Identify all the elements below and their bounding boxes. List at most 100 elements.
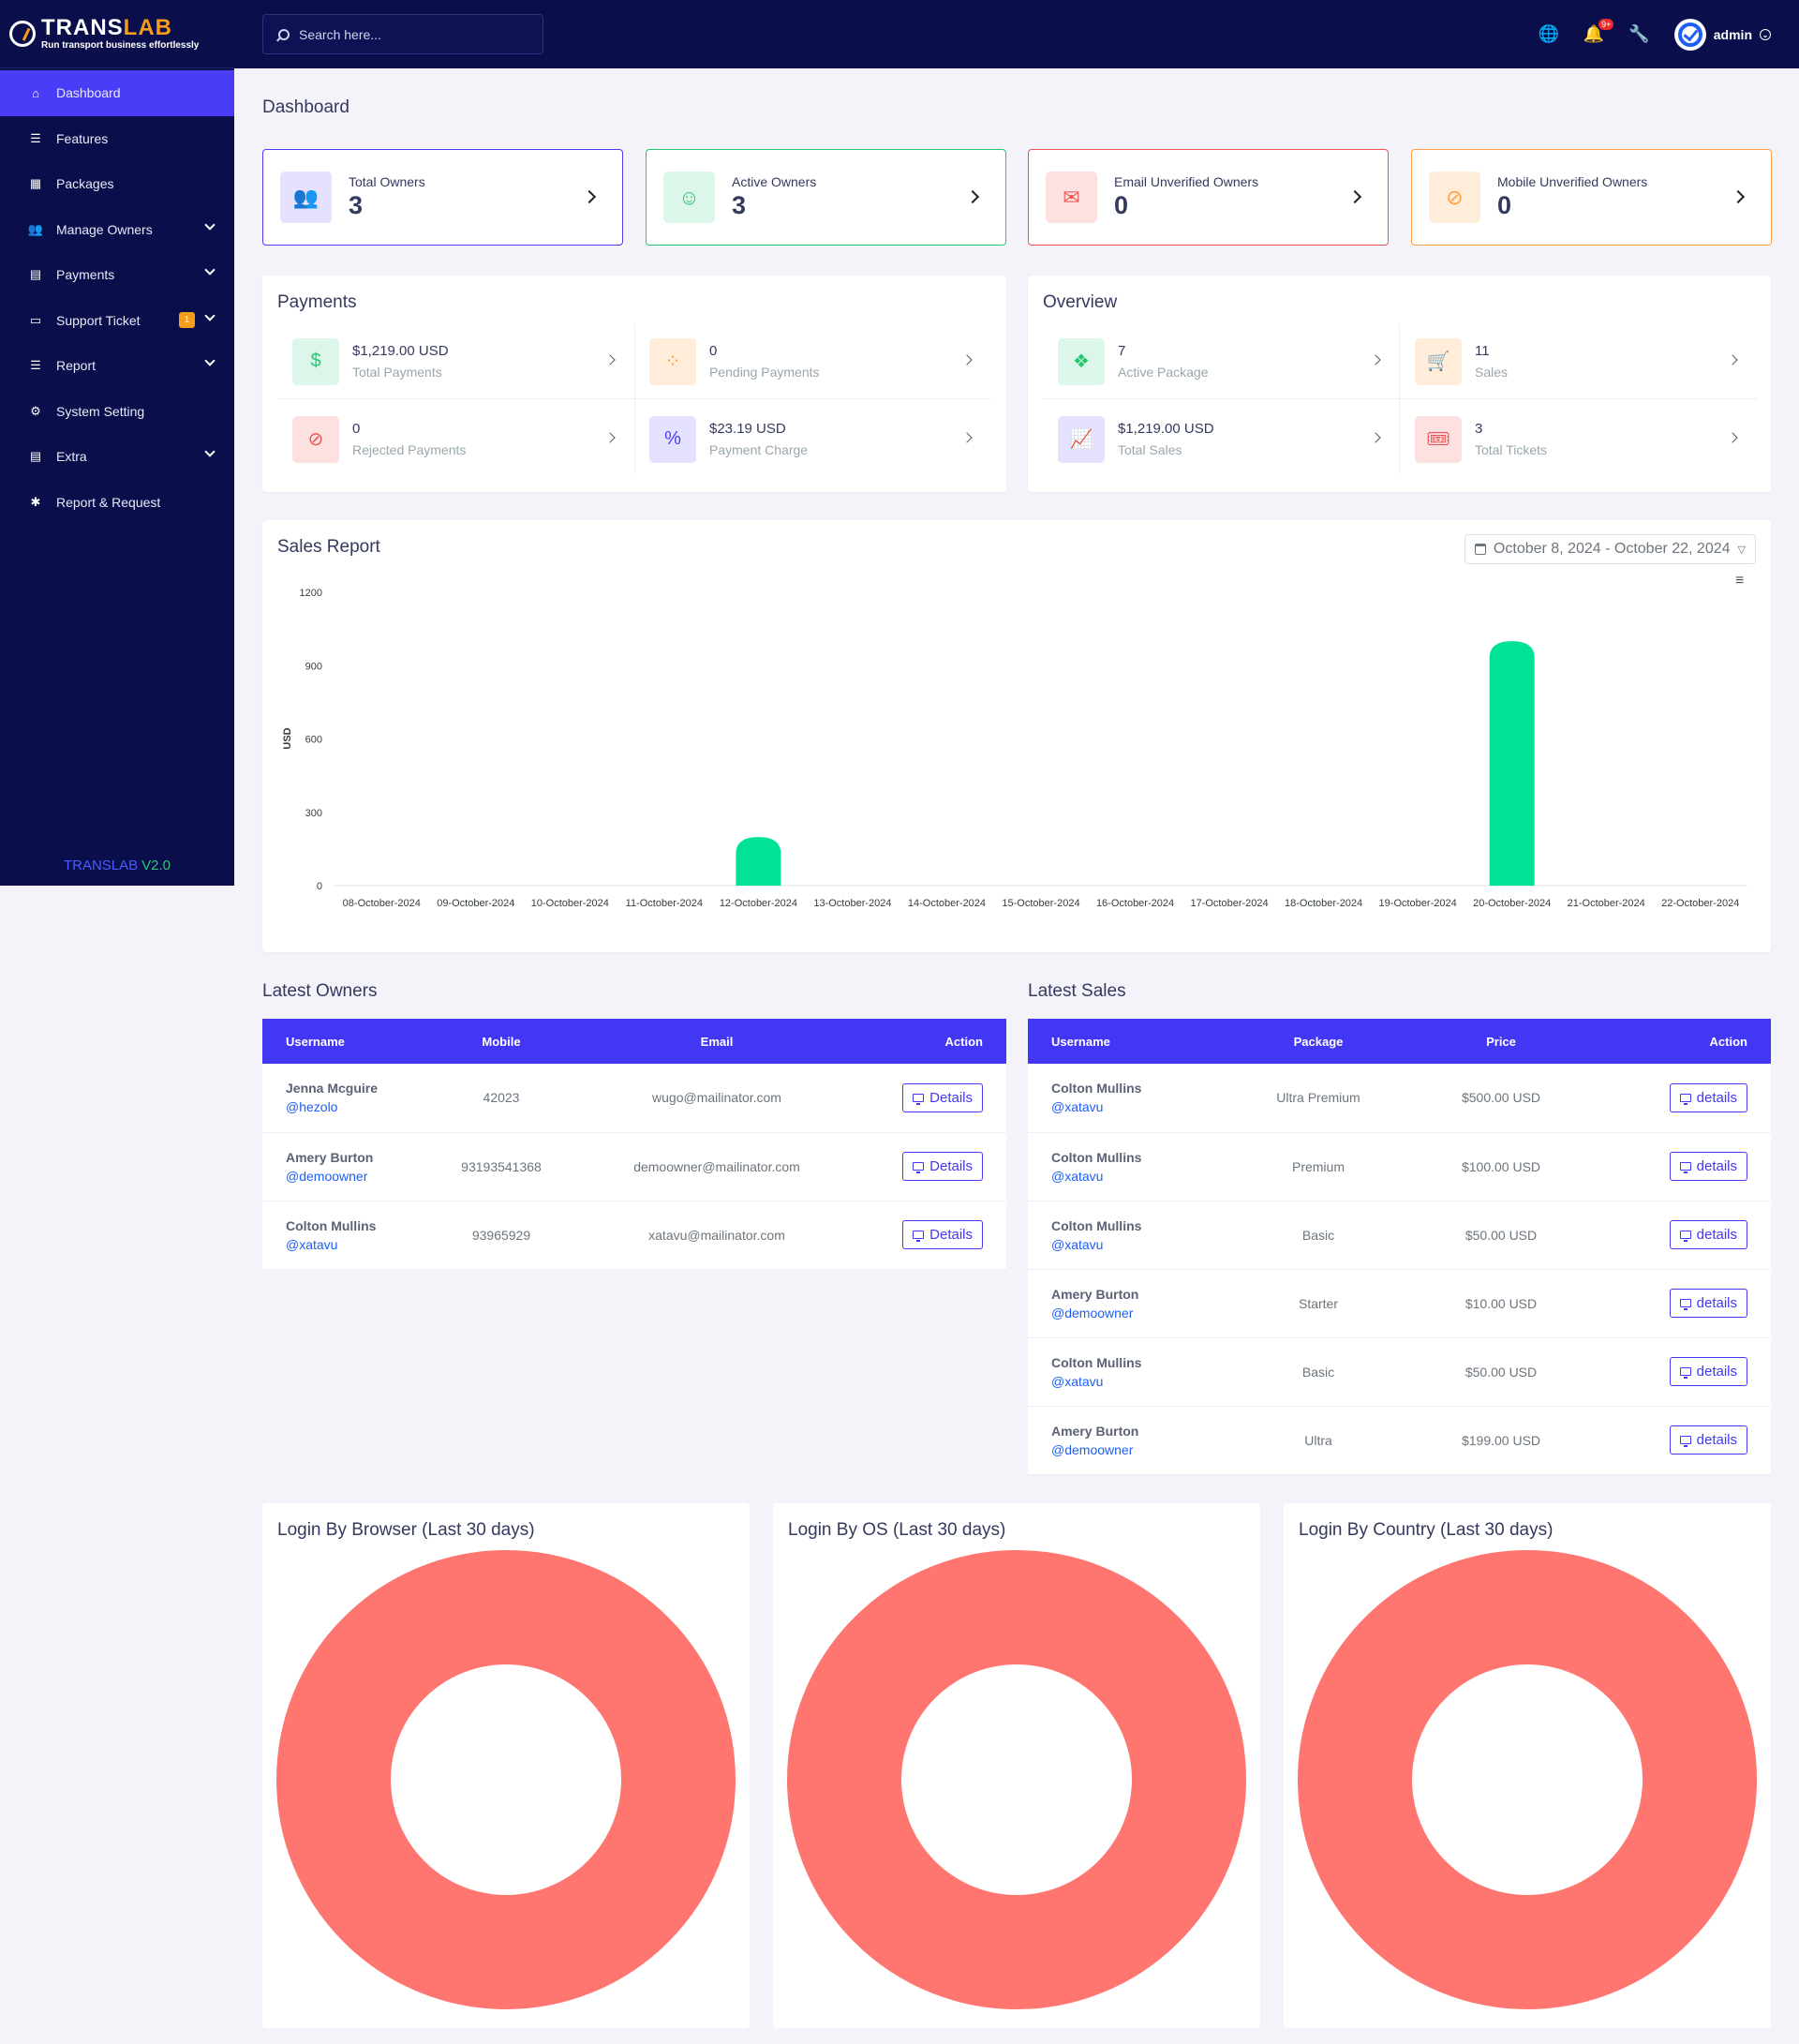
details-button[interactable]: details bbox=[1669, 1220, 1747, 1249]
monitor-icon bbox=[1679, 1162, 1691, 1173]
latest-sales-table: Username Package Price Action Colton Mul… bbox=[1028, 1019, 1771, 1475]
details-button-label: details bbox=[1696, 1432, 1737, 1448]
chevron-right-icon bbox=[1347, 189, 1362, 204]
payments-item-pending-payments[interactable]: ⁘ 0 Pending Payments bbox=[649, 322, 991, 400]
table-row: Colton Mullins @xatavu Ultra Premium $500.0… bbox=[1028, 1064, 1771, 1132]
sidebar-item-report[interactable]: ☰ Report bbox=[0, 343, 234, 389]
row-mobile: 93193541368 bbox=[461, 1158, 542, 1174]
item-label: Sales bbox=[1475, 365, 1509, 380]
payments-panel: Payments $ $1,219.00 USD Total Payments ⁘ 0 P… bbox=[262, 276, 1006, 492]
brand-logo[interactable]: TRANSLAB Run transport business effortle… bbox=[0, 0, 234, 68]
details-button[interactable]: Details bbox=[902, 1220, 983, 1249]
sales-report-title: Sales Report bbox=[277, 537, 380, 557]
sidebar-item-report-request[interactable]: ✱ Report & Request bbox=[0, 480, 234, 526]
overview-item-total-tickets[interactable]: 🎟 3 Total Tickets bbox=[1415, 400, 1757, 478]
item-label: Payment Charge bbox=[709, 442, 809, 457]
x-tick-label: 20-October-2024 bbox=[1473, 898, 1551, 909]
row-handle[interactable]: @hezolo bbox=[286, 1099, 338, 1115]
row-handle[interactable]: @xatavu bbox=[1051, 1373, 1104, 1389]
payments-item-rejected-payments[interactable]: ⊘ 0 Rejected Payments bbox=[292, 400, 634, 478]
logo-icon bbox=[9, 21, 36, 47]
overview-item-active-package[interactable]: ❖ 7 Active Package bbox=[1058, 322, 1400, 400]
stat-card-active-owners[interactable]: ☺ Active Owners 3 bbox=[646, 149, 1006, 246]
bell-icon[interactable]: 🔔 9+ bbox=[1583, 19, 1614, 44]
x-tick-label: 21-October-2024 bbox=[1568, 898, 1645, 909]
details-button-label: details bbox=[1696, 1364, 1737, 1380]
sidebar-item-support-ticket[interactable]: ▭ Support Ticket 1 bbox=[0, 298, 234, 344]
search-input[interactable] bbox=[299, 26, 524, 42]
search-box[interactable] bbox=[262, 14, 543, 54]
row-email: demoowner@mailinator.com bbox=[633, 1158, 800, 1174]
row-handle[interactable]: @xatavu bbox=[1051, 1236, 1104, 1252]
row-handle[interactable]: @demoowner bbox=[286, 1168, 368, 1184]
date-range-picker[interactable]: October 8, 2024 - October 22, 2024 ▽ bbox=[1464, 534, 1756, 564]
chevron-down-icon bbox=[204, 355, 216, 366]
stat-card-total-owners[interactable]: 👥 Total Owners 3 bbox=[262, 149, 623, 246]
item-value: $23.19 USD bbox=[709, 421, 786, 437]
row-username: Amery Burton bbox=[1051, 1423, 1139, 1439]
bar[interactable] bbox=[736, 837, 781, 886]
row-username: Colton Mullins bbox=[1051, 1149, 1142, 1165]
ticket-count-badge: 1 bbox=[179, 311, 195, 328]
chevron-right-icon bbox=[1727, 432, 1738, 443]
sidebar-item-packages[interactable]: ▦ Packages bbox=[0, 161, 234, 207]
row-handle[interactable]: @xatavu bbox=[1051, 1168, 1104, 1184]
donut-slice[interactable] bbox=[276, 1550, 736, 2009]
home-icon: ⌂ bbox=[32, 85, 39, 100]
sidebar-item-payments[interactable]: ▤ Payments bbox=[0, 252, 234, 298]
details-button[interactable]: details bbox=[1669, 1152, 1747, 1181]
bar[interactable] bbox=[1489, 641, 1535, 886]
sales-bar-chart: 0 300 600 900 1200 USD 08-October-2024 09-Octob… bbox=[282, 588, 1747, 909]
sidebar-item-system-setting[interactable]: ⚙ System Setting bbox=[0, 389, 234, 435]
details-button[interactable]: Details bbox=[902, 1082, 983, 1112]
wrench-icon[interactable]: 🔧 bbox=[1628, 24, 1650, 43]
stat-value: 3 bbox=[349, 191, 364, 219]
monitor-icon bbox=[1679, 1299, 1691, 1310]
details-button[interactable]: details bbox=[1669, 1357, 1747, 1386]
sidebar-item-label: System Setting bbox=[56, 403, 145, 419]
donut-chart bbox=[276, 1550, 736, 2009]
x-tick-label: 15-October-2024 bbox=[1002, 898, 1079, 909]
sidebar-item-dashboard[interactable]: ⌂ Dashboard bbox=[0, 70, 234, 116]
details-button[interactable]: details bbox=[1669, 1425, 1747, 1455]
item-label: Rejected Payments bbox=[352, 442, 467, 457]
details-button-label: details bbox=[1696, 1227, 1737, 1243]
globe-icon[interactable]: 🌐 bbox=[1538, 24, 1559, 43]
row-handle[interactable]: @xatavu bbox=[286, 1236, 338, 1252]
stat-card-email-unverified-owners[interactable]: ✉ Email Unverified Owners 0 bbox=[1028, 149, 1389, 246]
sidebar-nav: ⌂ Dashboard ☰ Features ▦ Packages 👥 Manage Owne… bbox=[0, 70, 234, 525]
table-row: Colton Mullins @xatavu Basic $50.00 USD deta… bbox=[1028, 1201, 1771, 1269]
user-menu[interactable]: admin ⌄ bbox=[1673, 18, 1771, 51]
monitor-icon bbox=[1679, 1231, 1691, 1242]
item-value: $1,219.00 USD bbox=[352, 343, 449, 359]
payments-item-payment-charge[interactable]: % $23.19 USD Payment Charge bbox=[649, 400, 991, 478]
donut-slice[interactable] bbox=[787, 1550, 1246, 2009]
overview-item-total-sales[interactable]: 📈 $1,219.00 USD Total Sales bbox=[1058, 400, 1400, 478]
sidebar-item-manage-owners[interactable]: 👥 Manage Owners bbox=[0, 207, 234, 253]
details-button[interactable]: details bbox=[1669, 1289, 1747, 1318]
sidebar-item-label: Manage Owners bbox=[56, 221, 153, 237]
chevron-down-icon bbox=[204, 309, 216, 321]
overview-item-sales[interactable]: 🛒 11 Sales bbox=[1415, 322, 1757, 400]
sidebar-item-extra[interactable]: ▤ Extra bbox=[0, 434, 234, 480]
row-package: Basic bbox=[1301, 1364, 1335, 1380]
stat-card-mobile-unverified-owners[interactable]: ⊘ Mobile Unverified Owners 0 bbox=[1411, 149, 1772, 246]
row-handle[interactable]: @demoowner bbox=[1051, 1305, 1134, 1320]
details-button[interactable]: details bbox=[1669, 1082, 1747, 1112]
mail-icon: ✉ bbox=[1046, 172, 1097, 223]
topbar: 🌐 🔔9+ 🔧 admin ⌄ bbox=[234, 0, 1799, 68]
login-chart-title: Login By Country (Last 30 days) bbox=[1299, 1520, 1554, 1540]
row-handle[interactable]: @demoowner bbox=[1051, 1441, 1134, 1457]
x-tick-label: 19-October-2024 bbox=[1379, 898, 1457, 909]
chevron-down-icon bbox=[204, 218, 216, 231]
item-label: Total Tickets bbox=[1475, 442, 1548, 457]
row-handle[interactable]: @xatavu bbox=[1051, 1099, 1104, 1115]
avatar bbox=[1673, 18, 1706, 51]
donut-slice[interactable] bbox=[1298, 1550, 1757, 2009]
chart-menu-icon[interactable]: ≡ bbox=[1735, 573, 1745, 589]
row-price: $50.00 USD bbox=[1464, 1227, 1538, 1243]
payments-item-total-payments[interactable]: $ $1,219.00 USD Total Payments bbox=[292, 322, 634, 400]
overview-panel: Overview ❖ 7 Active Package 🛒 11 Sales 📈 $1,219… bbox=[1028, 276, 1771, 492]
sidebar-item-features[interactable]: ☰ Features bbox=[0, 116, 234, 162]
details-button[interactable]: Details bbox=[902, 1152, 983, 1181]
